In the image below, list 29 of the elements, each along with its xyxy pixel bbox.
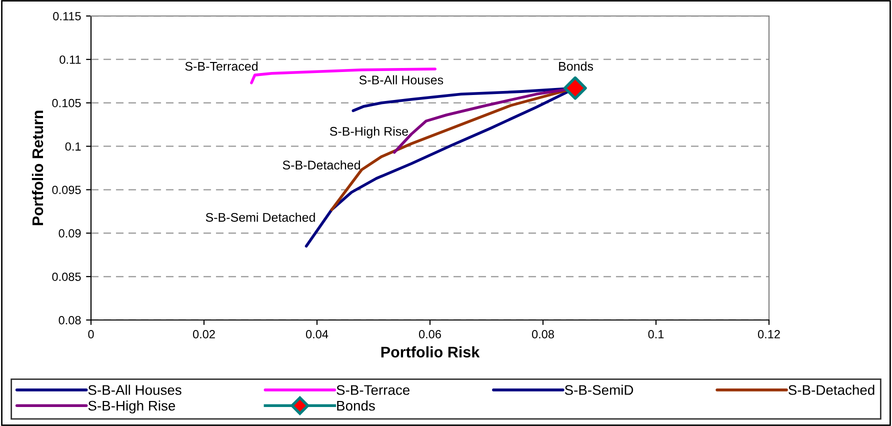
legend-label: S-B-Terrace <box>336 385 410 395</box>
annotation: S-B-Terraced <box>185 62 258 71</box>
x-tick-label: 0 <box>88 330 94 338</box>
y-tick-label: 0.1 <box>65 142 81 151</box>
y-axis-title: Portfolio Return <box>32 110 44 226</box>
x-tick-label: 0.08 <box>532 330 554 338</box>
y-tick-label: 0.085 <box>52 272 81 281</box>
x-tick-label: 0.02 <box>192 330 215 338</box>
x-tick-label: 0.1 <box>648 330 664 338</box>
annotation: S-B-High Rise <box>330 126 408 138</box>
annotation: S-B-Semi Detached <box>206 212 315 222</box>
annotation: Bonds <box>559 62 594 71</box>
y-tick-label: 0.115 <box>53 12 81 20</box>
legend-label: Bonds <box>337 400 375 411</box>
annotation: S-B-All Houses <box>359 75 444 84</box>
y-tick-label: 0.095 <box>52 186 81 194</box>
y-tick-label: 0.105 <box>52 98 81 108</box>
x-tick-label: 0.04 <box>306 330 328 338</box>
legend-label: S-B-SemiD <box>564 384 634 395</box>
x-tick-label: 0.12 <box>758 330 780 338</box>
x-axis-title: Portfolio Risk <box>381 346 480 358</box>
y-tick-label: 0.09 <box>58 229 81 238</box>
legend-label: S-B-Detached <box>788 384 874 395</box>
annotation: S-B-Detached <box>282 160 360 170</box>
x-tick-label: 0.06 <box>418 330 441 338</box>
legend-label: S-B-All Houses <box>88 384 182 395</box>
y-tick-label: 0.08 <box>58 316 81 324</box>
y-tick-label: 0.11 <box>60 55 81 64</box>
legend-label: S-B-High Rise <box>88 400 176 414</box>
